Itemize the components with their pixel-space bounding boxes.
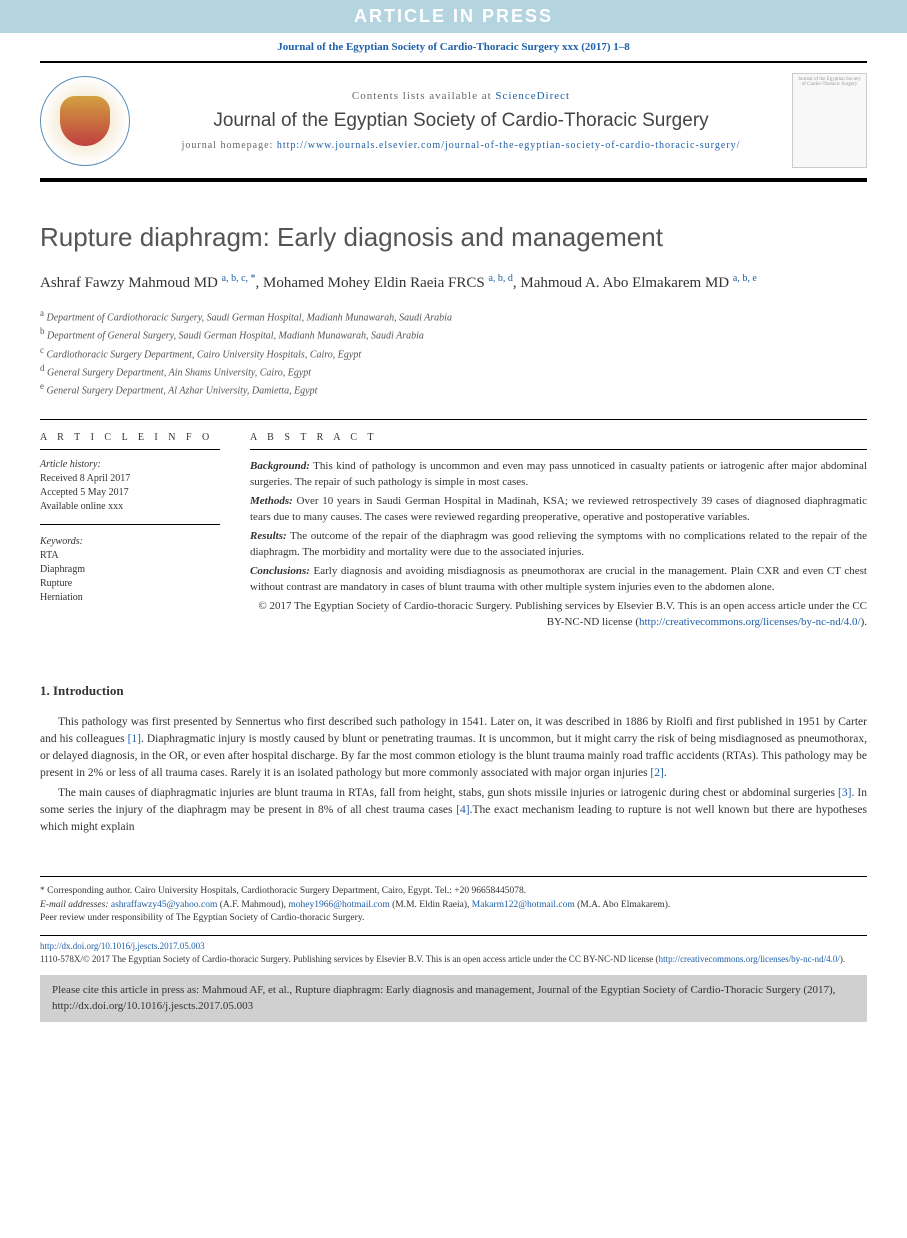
keyword: RTA: [40, 549, 220, 563]
citation-box: Please cite this article in press as: Ma…: [40, 975, 867, 1022]
corresponding-author: * Corresponding author. Cairo University…: [40, 885, 867, 898]
affiliation-line: e General Surgery Department, Al Azhar U…: [40, 380, 867, 398]
intro-paragraph-1: This pathology was first presented by Se…: [40, 714, 867, 783]
methods-label: Methods:: [250, 495, 293, 507]
ref-4-link[interactable]: [4]: [456, 804, 469, 816]
corr-text: Cairo University Hospitals, Cardiothorac…: [134, 886, 526, 896]
footer-block: * Corresponding author. Cairo University…: [40, 876, 867, 925]
history-label: Article history:: [40, 458, 220, 472]
homepage-label: journal homepage:: [182, 140, 277, 151]
p2-text-a: The main causes of diaphragmatic injurie…: [58, 787, 838, 799]
abstract-heading: A B S T R A C T: [250, 432, 867, 450]
email-3-who: (M.A. Abo Elmakarem).: [575, 900, 671, 910]
received-date: Received 8 April 2017: [40, 472, 220, 486]
keywords-label: Keywords:: [40, 535, 220, 549]
email-3-link[interactable]: Makarm122@hotmail.com: [472, 900, 575, 910]
affiliation-line: c Cardiothoracic Surgery Department, Cai…: [40, 344, 867, 362]
keyword: Rupture: [40, 577, 220, 591]
journal-header: Contents lists available at ScienceDirec…: [40, 61, 867, 178]
article-info-column: A R T I C L E I N F O Article history: R…: [40, 420, 220, 633]
accepted-date: Accepted 5 May 2017: [40, 486, 220, 500]
keyword: Diaphragm: [40, 563, 220, 577]
email-1-who: (A.F. Mahmoud),: [217, 900, 288, 910]
article-info-heading: A R T I C L E I N F O: [40, 432, 220, 450]
license-link[interactable]: http://creativecommons.org/licenses/by-n…: [639, 616, 861, 628]
keyword: Herniation: [40, 591, 220, 605]
results-label: Results:: [250, 530, 287, 542]
peer-review-note: Peer review under responsibility of The …: [40, 912, 867, 925]
methods-text: Over 10 years in Saudi German Hospital i…: [250, 495, 867, 524]
abstract-background: Background: This kind of pathology is un…: [250, 458, 867, 491]
background-text: This kind of pathology is uncommon and e…: [250, 460, 867, 489]
issn-line: 1110-578X/© 2017 The Egyptian Society of…: [40, 953, 867, 966]
sciencedirect-link[interactable]: ScienceDirect: [495, 90, 570, 102]
abstract-methods: Methods: Over 10 years in Saudi German H…: [250, 493, 867, 526]
email-label: E-mail addresses:: [40, 900, 111, 910]
authors-line: Ashraf Fawzy Mahmoud MD a, b, c, *, Moha…: [40, 273, 867, 292]
email-2-who: (M.M. Eldin Raeia),: [390, 900, 472, 910]
doi-block: http://dx.doi.org/10.1016/j.jescts.2017.…: [40, 935, 867, 965]
logo-heart-icon: [60, 96, 110, 146]
email-1-link[interactable]: ashraffawzy45@yahoo.com: [111, 900, 217, 910]
intro-heading: 1. Introduction: [40, 683, 867, 699]
affiliation-line: d General Surgery Department, Ain Shams …: [40, 362, 867, 380]
journal-cover-thumbnail: Journal of the Egyptian Society of Cardi…: [792, 73, 867, 168]
background-label: Background:: [250, 460, 310, 472]
affiliation-line: a Department of Cardiothoracic Surgery, …: [40, 307, 867, 325]
available-date: Available online xxx: [40, 500, 220, 514]
header-center: Contents lists available at ScienceDirec…: [145, 90, 777, 151]
email-2-link[interactable]: mohey1966@hotmail.com: [288, 900, 389, 910]
copyright-close: ).: [861, 616, 867, 628]
abstract-copyright: © 2017 The Egyptian Society of Cardio-th…: [250, 598, 867, 631]
results-text: The outcome of the repair of the diaphra…: [250, 530, 867, 559]
cover-title: Journal of the Egyptian Society of Cardi…: [796, 77, 863, 87]
homepage-line: journal homepage: http://www.journals.el…: [145, 140, 777, 151]
doi-link[interactable]: http://dx.doi.org/10.1016/j.jescts.2017.…: [40, 941, 205, 951]
homepage-link[interactable]: http://www.journals.elsevier.com/journal…: [277, 140, 741, 151]
ref-1-link[interactable]: [1]: [128, 733, 141, 745]
issn-text: 1110-578X/© 2017 The Egyptian Society of…: [40, 954, 659, 964]
conclusions-label: Conclusions:: [250, 565, 310, 577]
contents-prefix: Contents lists available at: [352, 90, 495, 102]
doi-license-link[interactable]: http://creativecommons.org/licenses/by-n…: [659, 954, 840, 964]
article-title: Rupture diaphragm: Early diagnosis and m…: [40, 222, 867, 253]
contents-line: Contents lists available at ScienceDirec…: [145, 90, 777, 102]
journal-name: Journal of the Egyptian Society of Cardi…: [145, 110, 777, 132]
header-divider: [40, 178, 867, 182]
abstract-results: Results: The outcome of the repair of th…: [250, 528, 867, 561]
p1-text-b: . Diaphragmatic injury is mostly caused …: [40, 733, 867, 780]
ref-2-link[interactable]: [2]: [650, 767, 663, 779]
doi-close: ).: [840, 954, 845, 964]
article-in-press-banner: ARTICLE IN PRESS: [0, 0, 907, 33]
info-abstract-row: A R T I C L E I N F O Article history: R…: [40, 419, 867, 633]
article-history: Article history: Received 8 April 2017 A…: [40, 458, 220, 525]
email-addresses: E-mail addresses: ashraffawzy45@yahoo.co…: [40, 899, 867, 912]
abstract-conclusions: Conclusions: Early diagnosis and avoidin…: [250, 563, 867, 596]
corr-label: * Corresponding author.: [40, 886, 134, 896]
citation-line: Journal of the Egyptian Society of Cardi…: [0, 33, 907, 61]
intro-paragraph-2: The main causes of diaphragmatic injurie…: [40, 785, 867, 837]
society-logo: [40, 76, 130, 166]
abstract-column: A B S T R A C T Background: This kind of…: [250, 420, 867, 633]
ref-3-link[interactable]: [3]: [838, 787, 851, 799]
p1-text-c: .: [664, 767, 667, 779]
affiliations: a Department of Cardiothoracic Surgery, …: [40, 307, 867, 399]
introduction-section: 1. Introduction This pathology was first…: [40, 683, 867, 837]
conclusions-text: Early diagnosis and avoiding misdiagnosi…: [250, 565, 867, 594]
affiliation-line: b Department of General Surgery, Saudi G…: [40, 325, 867, 343]
keywords-block: Keywords: RTADiaphragmRuptureHerniation: [40, 535, 220, 605]
